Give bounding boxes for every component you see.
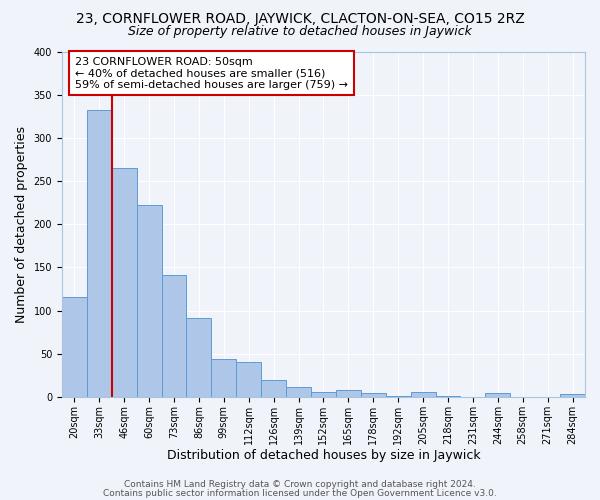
Bar (161, 275, 187, 397)
Text: Contains public sector information licensed under the Open Government Licence v3: Contains public sector information licen… (103, 488, 497, 498)
Y-axis label: Number of detached properties: Number of detached properties (15, 126, 28, 322)
Bar (311, 392, 336, 397)
Bar (361, 394, 386, 397)
Bar (211, 359, 236, 397)
X-axis label: Distribution of detached houses by size in Jaywick: Distribution of detached houses by size … (167, 450, 480, 462)
Bar (112, 168, 137, 397)
Bar (236, 362, 261, 397)
Bar (87, 110, 112, 397)
Text: Contains HM Land Registry data © Crown copyright and database right 2024.: Contains HM Land Registry data © Crown c… (124, 480, 476, 489)
Bar (187, 318, 211, 397)
Bar (62, 297, 87, 397)
Text: Size of property relative to detached houses in Jaywick: Size of property relative to detached ho… (128, 25, 472, 38)
Bar (485, 392, 510, 397)
Bar (336, 390, 361, 397)
Bar (261, 380, 286, 397)
Bar (560, 394, 585, 397)
Text: 23 CORNFLOWER ROAD: 50sqm
← 40% of detached houses are smaller (516)
59% of semi: 23 CORNFLOWER ROAD: 50sqm ← 40% of detac… (75, 56, 348, 90)
Bar (386, 396, 410, 397)
Bar (137, 205, 161, 397)
Bar (410, 392, 436, 397)
Bar (436, 396, 460, 397)
Text: 23, CORNFLOWER ROAD, JAYWICK, CLACTON-ON-SEA, CO15 2RZ: 23, CORNFLOWER ROAD, JAYWICK, CLACTON-ON… (76, 12, 524, 26)
Bar (286, 388, 311, 397)
